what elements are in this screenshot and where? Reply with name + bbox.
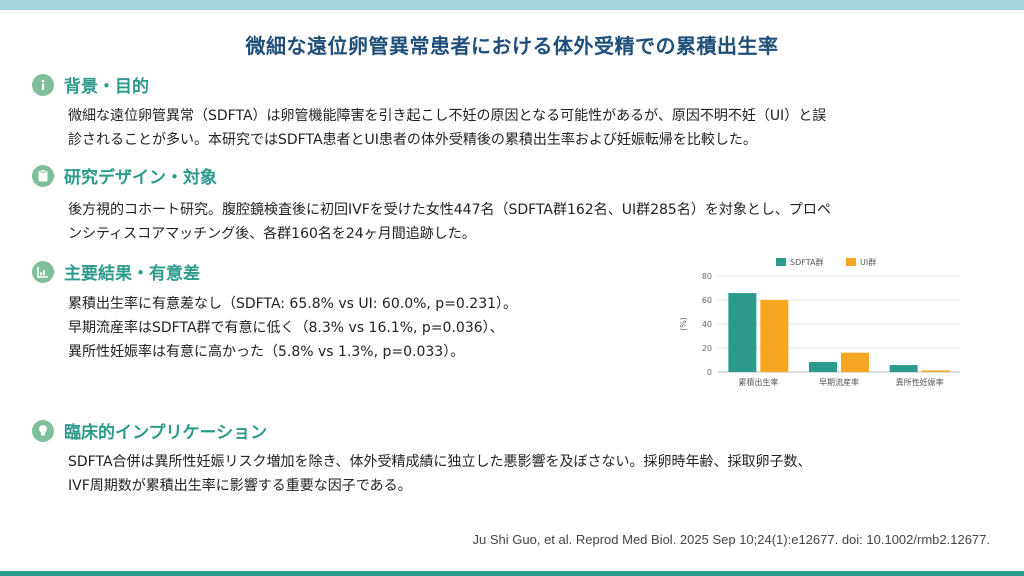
chart-icon [32, 260, 54, 283]
y-tick-label: 20 [702, 344, 712, 353]
bar-ui [760, 300, 789, 372]
y-axis-label: (%) [679, 317, 688, 331]
bar-ui [841, 352, 869, 372]
legend-swatch [846, 258, 856, 266]
x-tick-label: 早期流産率 [819, 377, 859, 387]
section-title: 研究デザイン・対象 [64, 168, 217, 188]
x-tick-label: 異所性妊娠率 [896, 377, 944, 387]
section-title: 臨床的インプリケーション [64, 423, 268, 443]
legend-label: SDFTA群 [790, 257, 823, 267]
text-line: SDFTA合併は異所性妊娠リスク増加を除き、体外受精成績に独立した悪影響を及ぼさ… [68, 454, 812, 470]
page-title: 微細な遠位卵管異常患者における体外受精での累積出生率 [245, 34, 779, 58]
section-title: 主要結果・有意差 [64, 264, 200, 284]
section-body: 累積出生率に有意差なし（SDFTA: 65.8% vs UI: 60.0%, p… [68, 292, 517, 364]
section-background: 背景・目的 [32, 72, 149, 97]
legend-label: UI群 [860, 257, 876, 267]
text-line: 後方視的コホート研究。腹腔鏡検査後に初回IVFを受けた女性447名（SDFTA群… [68, 202, 831, 218]
text-line: 早期流産率はSDFTA群で有意に低く（8.3% vs 16.1%, p=0.03… [68, 320, 504, 336]
section-title: 背景・目的 [64, 77, 149, 97]
bottom-accent-bar [0, 571, 1024, 576]
y-tick-label: 40 [702, 320, 712, 329]
bar-chart: 0 20 40 60 80 (%) 累積出生率 早期流産率 異所性妊娠率 SDFTA群 UI群 [679, 257, 960, 387]
bar-sdfta [889, 365, 918, 372]
y-tick-label: 80 [702, 272, 712, 281]
section-body: 微細な遠位卵管異常（SDFTA）は卵管機能障害を引き起こし不妊の原因となる可能性… [68, 104, 826, 152]
bar-sdfta [809, 362, 837, 372]
citation: Ju Shi Guo, et al. Reprod Med Biol. 2025… [472, 532, 990, 547]
text-line: 診されることが多い。本研究ではSDFTA患者とUI患者の体外受精後の累積出生率お… [68, 132, 757, 148]
clipboard-icon [32, 164, 54, 187]
text-line: 異所性妊娠率は有意に高かった（5.8% vs 1.3%, p=0.033）。 [68, 344, 465, 360]
text-line: IVF周期数が累積出生率に影響する重要な因子である。 [68, 478, 412, 494]
bar-sdfta [728, 293, 757, 372]
section-implications: 臨床的インプリケーション [32, 418, 267, 443]
top-accent-bar [0, 0, 1024, 10]
section-body: 後方視的コホート研究。腹腔鏡検査後に初回IVFを受けた女性447名（SDFTA群… [68, 198, 831, 246]
legend-swatch [776, 258, 786, 266]
text-line: 累積出生率に有意差なし（SDFTA: 65.8% vs UI: 60.0%, p… [68, 296, 518, 312]
info-icon [32, 73, 54, 96]
section-design: 研究デザイン・対象 [32, 163, 217, 188]
x-tick-label: 累積出生率 [738, 377, 778, 387]
bar-ui [921, 370, 950, 372]
text-line: ンシティスコアマッチング後、各群160名を24ヶ月間追跡した。 [68, 226, 476, 242]
section-body: SDFTA合併は異所性妊娠リスク増加を除き、体外受精成績に独立した悪影響を及ぼさ… [68, 450, 812, 498]
section-results: 主要結果・有意差 [32, 259, 200, 284]
lightbulb-icon [32, 419, 54, 442]
text-line: 微細な遠位卵管異常（SDFTA）は卵管機能障害を引き起こし不妊の原因となる可能性… [68, 108, 827, 124]
y-tick-label: 60 [702, 296, 712, 305]
y-tick-label: 0 [707, 368, 712, 377]
